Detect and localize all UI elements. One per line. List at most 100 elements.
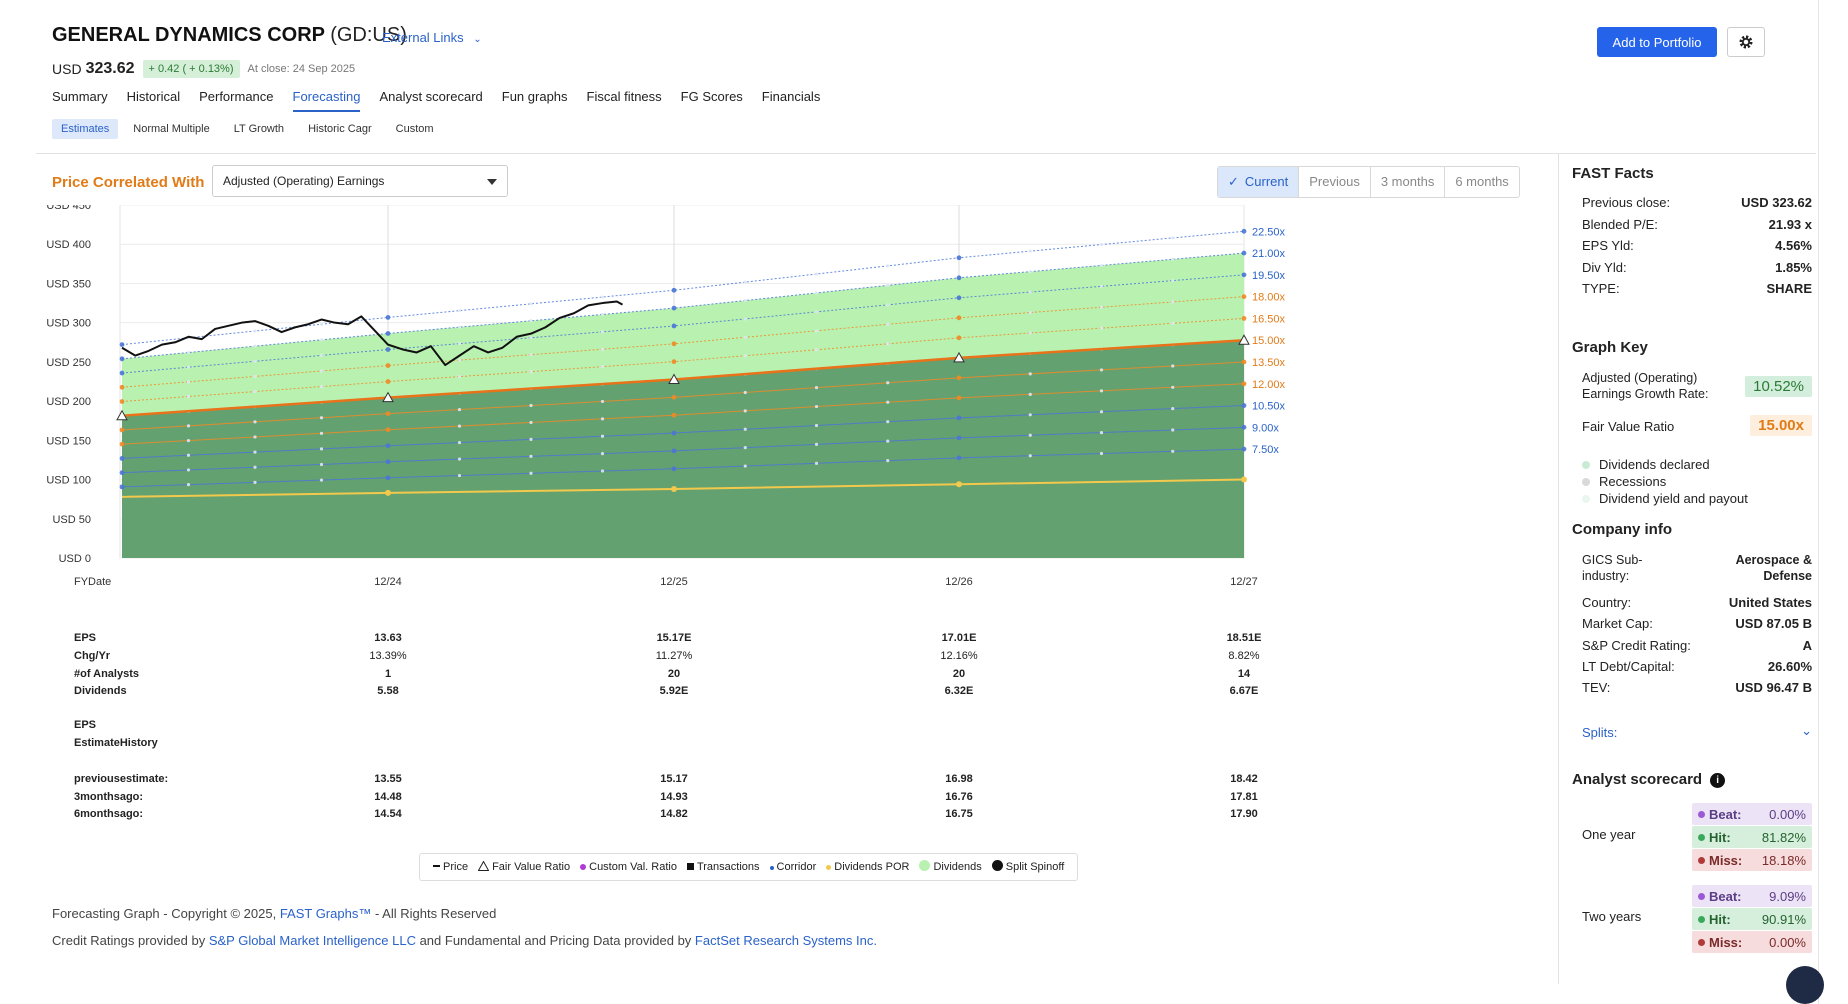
corridor-point bbox=[457, 473, 462, 478]
period-previous-button[interactable]: Previous bbox=[1299, 167, 1371, 197]
legend-item-fair-value-ratio[interactable]: Fair Value Ratio bbox=[477, 859, 570, 874]
settings-button[interactable] bbox=[1727, 27, 1765, 57]
info-icon[interactable]: i bbox=[1710, 773, 1726, 788]
graph-key-label: Dividend yield and payout bbox=[1599, 491, 1748, 506]
corridor-point bbox=[743, 354, 747, 358]
x-tick-label: 12/27 bbox=[1230, 576, 1258, 588]
row-value: 18.51E bbox=[1226, 632, 1262, 644]
corridor-point bbox=[814, 310, 819, 314]
header: GENERAL DYNAMICS CORP (GD:US) External L… bbox=[52, 24, 1812, 154]
info-label: LT Debt/Capital: bbox=[1582, 658, 1675, 674]
add-to-portfolio-button[interactable]: Add to Portfolio bbox=[1597, 27, 1717, 57]
period-3-months-button[interactable]: 3 months bbox=[1371, 167, 1446, 197]
info-label: Market Cap: bbox=[1582, 616, 1653, 632]
table-row: Chg/Yr 13.39% 11.27% 12.16% 8.82% bbox=[74, 650, 1524, 664]
graph-key-item-dividends-declared[interactable]: Dividends declared bbox=[1582, 457, 1710, 472]
scorecard-period-label: One year bbox=[1582, 827, 1636, 842]
fair-value-marker bbox=[382, 391, 394, 403]
corridor-point bbox=[814, 348, 819, 352]
ratio-label: 9.00x bbox=[1252, 422, 1279, 434]
sp-global-link[interactable]: S&P Global Market Intelligence LLC bbox=[208, 933, 416, 948]
subtab-lt-growth[interactable]: LT Growth bbox=[233, 123, 285, 135]
legend-item-split-spinoff[interactable]: Split Spinoff bbox=[991, 860, 1065, 874]
period-current-button[interactable]: ✓ Current bbox=[1218, 167, 1300, 197]
corridor-point bbox=[186, 424, 191, 428]
graph-key-item-dividend-yield-and-payout[interactable]: Dividend yield and payout bbox=[1582, 491, 1748, 506]
period-6-months-button[interactable]: 6 months bbox=[1445, 167, 1518, 197]
corridor-point bbox=[385, 459, 391, 465]
corridor-point bbox=[186, 350, 191, 355]
corridor-point bbox=[1241, 272, 1247, 278]
legend-item-dividends-por[interactable]: Dividends POR bbox=[826, 861, 909, 873]
tab-historical[interactable]: Historical bbox=[126, 89, 181, 104]
subtab-estimates[interactable]: Estimates bbox=[52, 119, 119, 139]
corridor-point bbox=[253, 329, 257, 333]
footer-credits: Credit Ratings provided by S&P Global Ma… bbox=[52, 933, 877, 948]
legend-item-corridor[interactable]: Corridor bbox=[769, 861, 816, 873]
fair-value-marker bbox=[953, 351, 965, 363]
corridor-point bbox=[1241, 228, 1247, 234]
tab-fun-graphs[interactable]: Fun graphs bbox=[501, 89, 568, 104]
footer-text: Credit Ratings provided by bbox=[52, 933, 209, 948]
corridor-point bbox=[956, 315, 962, 321]
corridor-point bbox=[743, 390, 747, 395]
page-edge bbox=[1818, 0, 1819, 1004]
subtab-historic-cagr[interactable]: Historic Cagr bbox=[308, 123, 372, 135]
legend-item-custom-val-ratio[interactable]: Custom Val. Ratio bbox=[580, 861, 677, 873]
corridor-point bbox=[743, 298, 747, 303]
splits-toggle[interactable]: Splits: ⌄ bbox=[1582, 723, 1812, 745]
legend-symbol-icon bbox=[991, 860, 1003, 874]
dot-icon bbox=[1582, 478, 1590, 486]
metric-select[interactable]: Adjusted (Operating) Earnings bbox=[212, 165, 508, 197]
corridor-point bbox=[600, 417, 605, 421]
legend-label: Custom Val. Ratio bbox=[589, 861, 677, 873]
tab-financials[interactable]: Financials bbox=[761, 89, 821, 104]
corridor-point bbox=[119, 384, 125, 390]
row-label: 3monthsago: bbox=[74, 791, 144, 803]
legend-item-transactions[interactable]: Transactions bbox=[686, 861, 760, 873]
corridor-point bbox=[671, 430, 677, 436]
corridor-point bbox=[529, 403, 533, 408]
corridor-point bbox=[319, 416, 324, 420]
fact-label: Div Yld: bbox=[1582, 259, 1627, 275]
tab-fiscal-fitness[interactable]: Fiscal fitness bbox=[586, 89, 662, 104]
corridor-point bbox=[1241, 294, 1247, 300]
legend-item-price[interactable]: Price bbox=[433, 861, 468, 873]
graph-key-item-recessions[interactable]: Recessions bbox=[1582, 474, 1666, 489]
tab-analyst-scorecard[interactable]: Analyst scorecard bbox=[379, 89, 483, 104]
scorecard-label: Beat: bbox=[1709, 888, 1742, 904]
legend-item-dividends[interactable]: Dividends bbox=[919, 860, 982, 874]
corridor-point bbox=[600, 365, 605, 369]
subtab-normal-multiple[interactable]: Normal Multiple bbox=[133, 123, 210, 135]
tab-performance[interactable]: Performance bbox=[199, 89, 274, 104]
fastgraphs-link[interactable]: FAST Graphs™ bbox=[279, 906, 372, 921]
subtab-custom[interactable]: Custom bbox=[395, 123, 434, 135]
corridor-point bbox=[457, 342, 462, 346]
external-links-dropdown[interactable]: External Links ⌄ bbox=[382, 30, 482, 45]
footer-text: Forecasting Graph - Copyright © 2025, bbox=[52, 906, 280, 921]
corridor-point bbox=[743, 409, 747, 413]
dot-icon bbox=[1698, 856, 1705, 864]
legend-label: Split Spinoff bbox=[1005, 861, 1065, 873]
factset-link[interactable]: FactSet Research Systems Inc. bbox=[694, 933, 877, 948]
fact-value: 4.56% bbox=[1775, 238, 1812, 253]
corridor-point bbox=[1171, 278, 1175, 283]
tab-forecasting[interactable]: Forecasting bbox=[292, 89, 361, 112]
graph-key-label: Dividends declared bbox=[1599, 457, 1710, 472]
tab-summary[interactable]: Summary bbox=[52, 89, 108, 104]
chat-widget-button[interactable] bbox=[1786, 966, 1824, 1004]
tab-fg-scores[interactable]: FG Scores bbox=[680, 89, 743, 104]
corridor-point bbox=[886, 264, 890, 268]
scorecard-label: Beat: bbox=[1709, 806, 1742, 822]
corridor-point bbox=[956, 335, 962, 341]
corridor-point bbox=[671, 448, 677, 454]
info-value: USD 87.05 B bbox=[1735, 616, 1812, 632]
scorecard-two-years-hit: Hit: 90.91% bbox=[1692, 908, 1812, 930]
company-name: GENERAL DYNAMICS CORP bbox=[52, 24, 325, 46]
panel-divider bbox=[1558, 154, 1559, 984]
x-tick-label: 12/24 bbox=[374, 576, 402, 588]
corridor-point bbox=[253, 435, 257, 439]
corridor-point bbox=[385, 315, 391, 320]
gics-row: GICS Sub-industry: Aerospace & Defense bbox=[1582, 552, 1812, 586]
corridor-point bbox=[319, 478, 324, 482]
